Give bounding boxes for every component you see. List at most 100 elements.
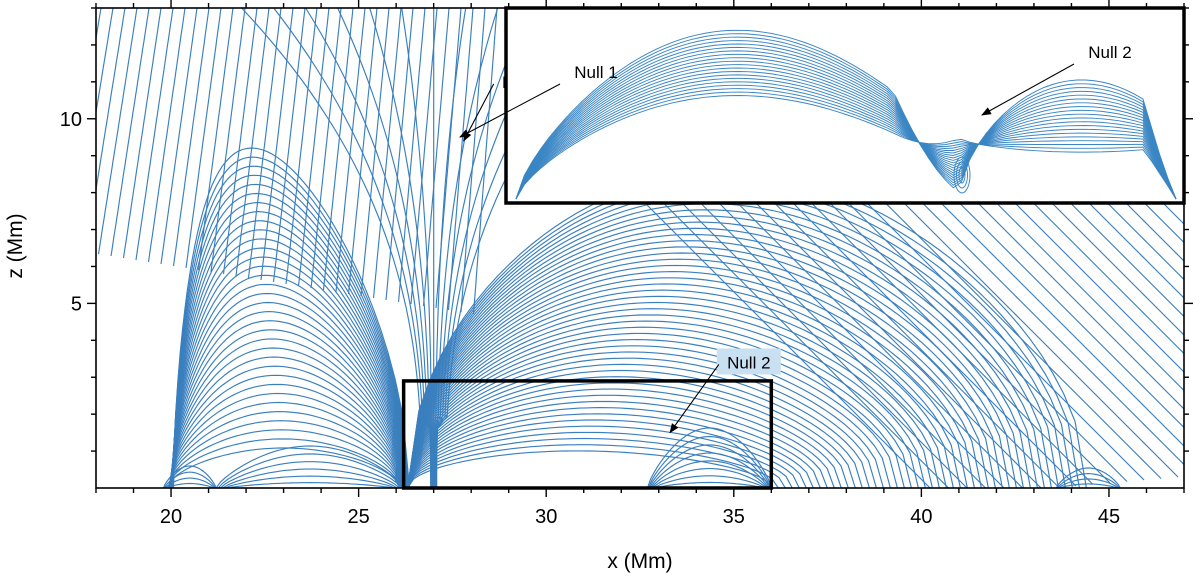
x-tick-label: 30 xyxy=(535,506,557,528)
inset-field-line xyxy=(515,43,1177,200)
field-line-arch xyxy=(653,475,765,488)
field-line-open-right xyxy=(911,173,1184,447)
field-line-fan xyxy=(407,252,996,488)
inset-field-line xyxy=(515,53,1177,200)
field-line-fan xyxy=(407,413,814,488)
field-line-arcade xyxy=(170,274,406,488)
inset-field-line xyxy=(515,71,1177,200)
field-line-fan xyxy=(407,400,828,488)
field-line-open-right xyxy=(996,166,1184,355)
field-line-open-right xyxy=(792,184,1094,485)
field-line-fan xyxy=(407,326,912,488)
field-line-open-right xyxy=(843,179,1145,481)
field-line-open xyxy=(397,8,426,303)
field-line-arcade xyxy=(168,392,403,488)
field-line-fan xyxy=(407,332,905,488)
field-line-separatrix xyxy=(305,8,433,488)
inset-field-line xyxy=(515,46,1177,200)
field-line-open xyxy=(422,8,450,307)
y-axis-ticks: 5 10 xyxy=(60,7,1193,452)
field-line-open-right xyxy=(656,196,950,488)
field-line-open-right xyxy=(1098,157,1184,244)
inset-field-line xyxy=(515,64,1177,200)
field-line-open xyxy=(122,8,162,259)
field-line-open-right xyxy=(894,175,1184,466)
field-line-fan xyxy=(407,283,961,488)
field-line-fan xyxy=(407,407,821,488)
field-line-fan xyxy=(407,289,954,488)
field-line-open xyxy=(447,8,474,311)
y-axis-label: z (Mm) xyxy=(4,213,27,278)
field-line-arcade xyxy=(169,311,405,488)
field-line-fan xyxy=(407,431,793,488)
field-line-open-right xyxy=(673,194,968,488)
field-line-fan xyxy=(407,308,933,488)
inset-field-line xyxy=(515,81,1177,200)
field-line-open xyxy=(335,8,366,293)
inset-field-line xyxy=(515,91,1177,200)
field-line-fan xyxy=(407,277,968,488)
field-line-arcade xyxy=(169,338,404,488)
plot-frame xyxy=(95,7,1185,489)
field-line-arch xyxy=(1055,467,1121,488)
field-line-arcade xyxy=(172,174,410,488)
field-line-open xyxy=(297,8,330,287)
field-line-open-right xyxy=(741,188,1042,488)
field-line-arcade xyxy=(170,283,406,488)
field-line-arch xyxy=(227,482,393,488)
field-line-separatrix xyxy=(434,8,499,488)
field-line-open xyxy=(172,8,210,267)
field-line-separatrix xyxy=(401,8,434,488)
field-line-open-right xyxy=(707,191,1005,488)
inset-field-loop xyxy=(956,161,968,189)
inset-field-line xyxy=(515,29,1177,200)
field-line-fan xyxy=(407,215,1038,488)
field-line-open xyxy=(310,8,342,289)
field-line-open xyxy=(347,8,378,295)
field-line-open-right xyxy=(775,185,1077,487)
field-line-open-right xyxy=(860,178,1162,479)
inset-field-line xyxy=(515,67,1177,200)
field-line-separatrix xyxy=(273,8,432,488)
field-line-open xyxy=(97,8,138,255)
field-line-arcade xyxy=(167,411,402,488)
field-line-arcade xyxy=(167,401,402,488)
field-line-open xyxy=(260,8,294,281)
field-line-arcade xyxy=(172,183,409,488)
field-line-arch xyxy=(1057,473,1120,488)
field-line-fan xyxy=(407,444,779,488)
inset-field-line xyxy=(515,40,1177,200)
field-line-arcade xyxy=(171,229,408,488)
field-line-open-right xyxy=(1047,161,1184,299)
field-line-fan xyxy=(407,339,898,488)
field-line-open-right xyxy=(1064,160,1184,281)
field-line-arcade xyxy=(169,320,405,488)
field-line-open xyxy=(135,8,174,261)
field-line-fan xyxy=(407,450,772,488)
x-tick-label: 25 xyxy=(347,506,369,528)
inset-field-line xyxy=(515,33,1177,200)
field-line-open xyxy=(285,8,318,285)
inset-field-line xyxy=(515,60,1177,200)
field-line-open xyxy=(235,8,270,277)
field-line-open-right xyxy=(1013,164,1184,336)
field-line-open xyxy=(435,8,462,309)
x-tick-label: 35 xyxy=(723,506,745,528)
inset-annotation-label: Null 1 xyxy=(574,63,617,82)
y-tick-label: 5 xyxy=(71,293,82,315)
field-line-arcade xyxy=(170,265,407,488)
field-line-arch xyxy=(215,445,405,488)
field-line-open xyxy=(160,8,198,265)
field-line-open xyxy=(96,8,114,116)
field-line-open-right xyxy=(979,167,1184,373)
field-line-arcade xyxy=(169,301,406,488)
inset-field-line xyxy=(515,57,1177,200)
inset-field-loop xyxy=(958,166,966,184)
field-line-fan xyxy=(407,437,786,488)
field-line-open xyxy=(96,8,126,194)
inset-field-line xyxy=(515,36,1177,200)
x-axis-label: x (Mm) xyxy=(607,550,672,573)
field-line-arch xyxy=(655,481,764,488)
field-line-arch xyxy=(166,482,214,488)
inset-annotation-arrow xyxy=(981,63,1075,116)
